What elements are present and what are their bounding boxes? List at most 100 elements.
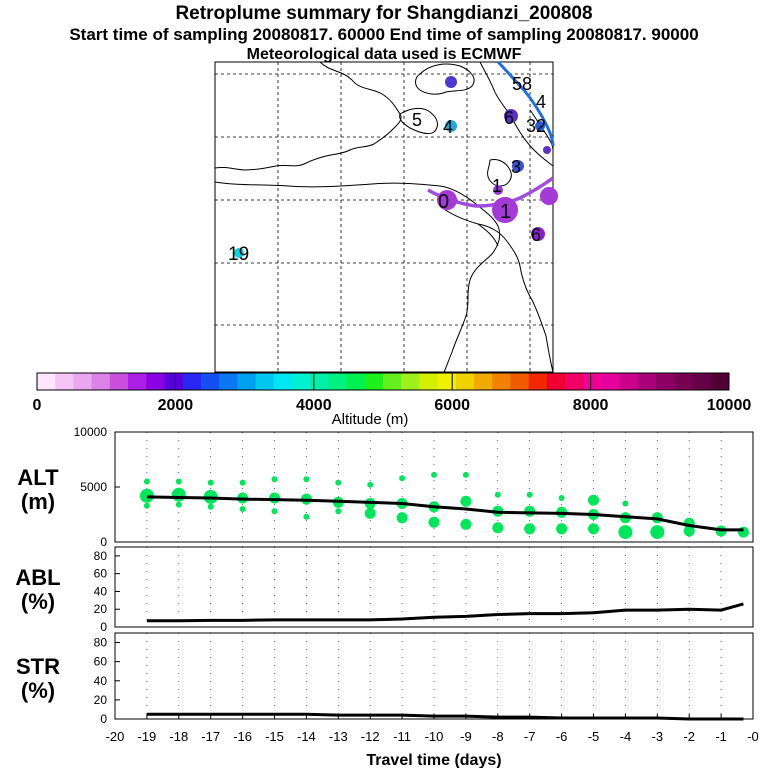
map-panel: 5 4 6 3 1 0 1 6 19 58 4 32 xyxy=(214,60,558,373)
time-series-panels: 0500010000ALT(m)020406080ABL(%)020406080… xyxy=(15,425,758,768)
panel-unit-stratosphere: (%) xyxy=(21,678,55,703)
x-tick-label: -10 xyxy=(425,729,444,744)
altitude-colorbar: 0 2000 4000 6000 8000 10000 xyxy=(33,372,751,414)
map-label: 58 xyxy=(512,74,532,94)
map-label: 1 xyxy=(492,176,502,196)
map-label: 1 xyxy=(500,201,511,223)
colorbar-tick-label: 2000 xyxy=(158,397,194,414)
colorbar-swatch xyxy=(328,373,348,390)
x-tick-label: -17 xyxy=(201,729,220,744)
sampling-time-line: Start time of sampling 20080817. 60000 E… xyxy=(69,25,699,44)
colorbar-swatch xyxy=(474,373,493,390)
colorbar-swatch xyxy=(492,373,511,390)
map-label: 19 xyxy=(228,244,249,265)
y-tick-label: 40 xyxy=(94,674,108,688)
colorbar-swatch xyxy=(346,373,366,390)
colorbar-swatch xyxy=(55,373,74,390)
plume-cluster-point xyxy=(588,494,599,506)
map-label: 5 xyxy=(412,110,422,130)
x-tick-label: -8 xyxy=(492,729,504,744)
x-tick-label: -4 xyxy=(620,729,632,744)
y-tick-label: 5000 xyxy=(80,480,107,494)
x-tick-label: -3 xyxy=(652,729,664,744)
panel-label-stratosphere: STR xyxy=(16,654,60,679)
x-tick-label: -14 xyxy=(297,729,316,744)
plume-cluster-point xyxy=(271,508,278,515)
plume-cluster-point xyxy=(303,476,310,483)
colorbar-swatch xyxy=(528,373,548,390)
panel-unit-abl: (%) xyxy=(21,589,55,614)
x-tick-label: -2 xyxy=(683,729,695,744)
panel-stratosphere: 0 20 40 60 80 STR(%) xyxy=(16,632,754,726)
colorbar-tick-label: 0 xyxy=(33,397,42,414)
y-tick-label: 20 xyxy=(94,693,108,707)
plume-cluster-point xyxy=(175,478,182,485)
colorbar-swatch xyxy=(73,373,93,390)
colorbar-swatch xyxy=(619,373,639,390)
colorbar-swatch xyxy=(128,373,147,390)
plume-cluster-point xyxy=(524,523,536,535)
colorbar-swatch xyxy=(291,373,311,390)
colorbar-swatch xyxy=(583,373,603,390)
plume-cluster-point xyxy=(431,471,437,478)
map-label: 6 xyxy=(531,225,541,245)
plume-cluster-point xyxy=(428,516,440,528)
plume-cluster-point xyxy=(303,513,310,520)
y-tick-label: 80 xyxy=(94,636,108,650)
colorbar-swatch xyxy=(200,373,220,390)
plume-cluster-point xyxy=(737,526,749,538)
y-tick-label: 0 xyxy=(100,712,107,726)
plume-cluster-point xyxy=(175,501,182,508)
colorbar-swatch xyxy=(109,373,129,390)
colorbar-swatch xyxy=(164,373,184,390)
plume-cluster-point xyxy=(494,491,501,498)
colorbar-swatch xyxy=(146,373,165,390)
x-axis-label: Travel time (days) xyxy=(366,752,501,768)
x-tick-label: -6 xyxy=(556,729,568,744)
x-tick-label: -7 xyxy=(524,729,536,744)
plume-cluster-point xyxy=(622,500,629,507)
plume-cluster-point xyxy=(396,512,408,524)
figure-title: Retroplume summary for Shangdianzi_20080… xyxy=(175,3,593,24)
colorbar-swatch xyxy=(419,373,439,390)
abl-fraction-line xyxy=(146,602,744,623)
x-tick-label: -16 xyxy=(233,729,252,744)
colorbar-tick-label: 8000 xyxy=(573,397,609,414)
plume-cluster-point xyxy=(239,479,246,486)
panel-label-abl: ABL xyxy=(15,565,60,590)
plume-cluster-point xyxy=(524,505,536,517)
plume-cluster-point xyxy=(364,507,376,519)
plume-cluster-point xyxy=(558,495,565,501)
plume-cluster-point xyxy=(556,523,568,535)
colorbar-tick-label: 6000 xyxy=(434,397,470,414)
x-tick-label: -0 xyxy=(747,729,759,744)
colorbar-swatch xyxy=(710,373,730,390)
map-label: 32 xyxy=(526,116,546,136)
colorbar-swatch xyxy=(182,373,202,390)
plume-cluster-point xyxy=(492,522,504,534)
colorbar-swatch xyxy=(692,373,712,390)
plume-cluster-point xyxy=(460,495,472,507)
x-tick-label: -9 xyxy=(460,729,472,744)
colorbar-swatch xyxy=(601,373,621,390)
plume-cluster-point xyxy=(367,481,374,488)
map-label: 6 xyxy=(504,108,514,128)
plume-cluster-point xyxy=(526,491,533,498)
colorbar-swatch xyxy=(364,373,384,390)
colorbar-swatch xyxy=(401,373,420,390)
colorbar-label: Altitude (m) xyxy=(332,411,409,428)
x-tick-label: -19 xyxy=(138,729,157,744)
map-label: 4 xyxy=(443,117,453,137)
panel-abl: 0 20 40 60 80 ABL(%) xyxy=(15,546,754,634)
plume-cluster-point xyxy=(618,525,633,540)
colorbar-swatch xyxy=(656,373,675,390)
plume-cluster-point xyxy=(399,475,406,482)
colorbar-swatch xyxy=(237,373,257,390)
plume-cluster-point xyxy=(650,525,665,540)
map-number-labels: 5 4 6 3 1 0 1 6 19 58 4 32 xyxy=(228,74,546,265)
plume-cluster-point xyxy=(269,492,280,504)
x-tick-label: -20 xyxy=(106,729,125,744)
colorbar-swatch xyxy=(310,373,329,390)
mean-altitude-line xyxy=(146,495,744,532)
colorbar-swatch xyxy=(455,373,475,390)
